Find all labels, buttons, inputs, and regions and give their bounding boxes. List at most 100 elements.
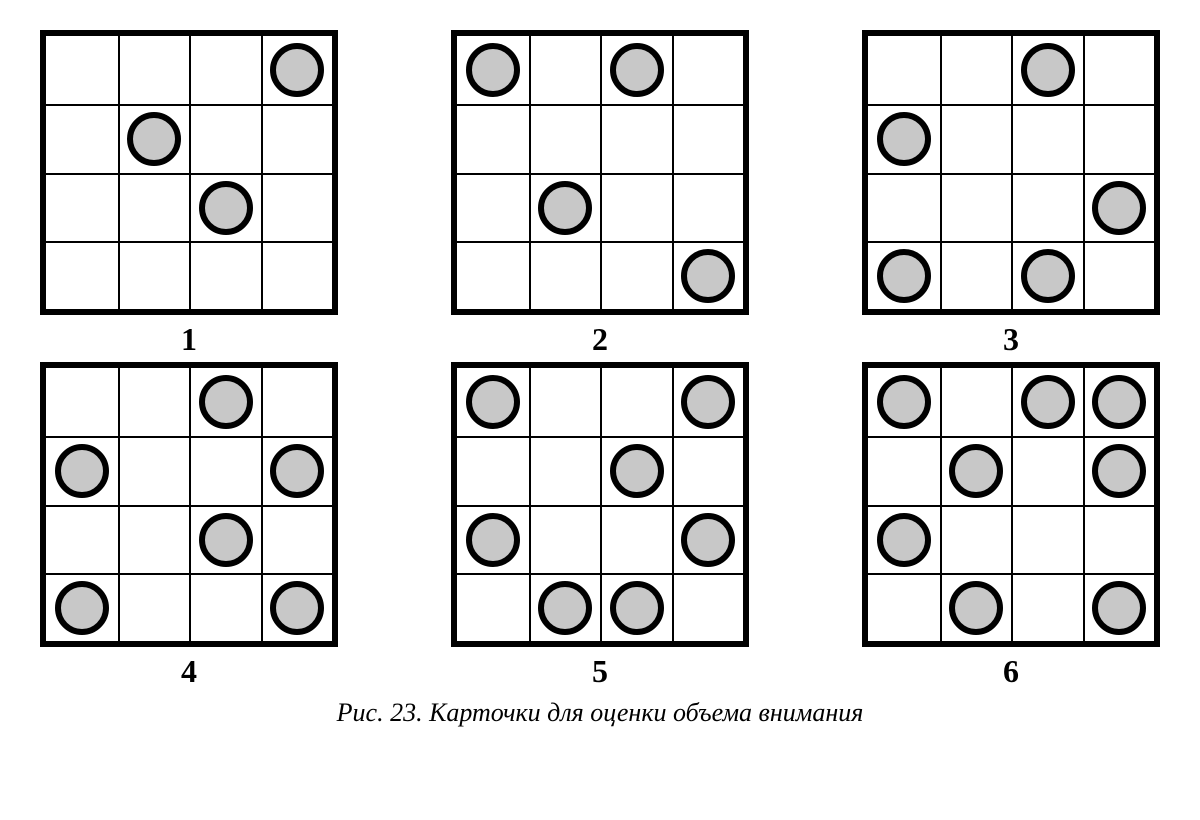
- grid-cell: [672, 505, 744, 573]
- grid-cell: [868, 36, 940, 104]
- grid-cell: [868, 173, 940, 241]
- grid-cell: [457, 573, 529, 641]
- grid-cell: [261, 436, 333, 504]
- dot-icon: [681, 375, 735, 429]
- grid-cell: [1083, 436, 1155, 504]
- card-5-label: 5: [592, 653, 608, 690]
- grid-cell: [672, 104, 744, 172]
- grid-cell: [529, 241, 601, 309]
- grid-cell: [600, 36, 672, 104]
- grid-cell: [46, 505, 118, 573]
- grid-cell: [118, 173, 190, 241]
- grid-cell: [261, 368, 333, 436]
- card-5-grid: [451, 362, 749, 647]
- grid-cell: [1083, 173, 1155, 241]
- grid-cell: [189, 368, 261, 436]
- grid-cell: [600, 104, 672, 172]
- dot-icon: [1021, 375, 1075, 429]
- grid-cell: [940, 573, 1012, 641]
- grid-cell: [600, 173, 672, 241]
- grid-cell: [46, 573, 118, 641]
- card-3-grid: [862, 30, 1160, 315]
- figure-container: 1 2 3 4 5 6 Рис. 23. Карточки для оценки…: [40, 30, 1160, 728]
- grid-cell: [189, 173, 261, 241]
- grid-cell: [940, 36, 1012, 104]
- dot-icon: [681, 249, 735, 303]
- grid-cell: [672, 573, 744, 641]
- card-2: 2: [451, 30, 749, 358]
- dot-icon: [1021, 43, 1075, 97]
- dot-icon: [949, 581, 1003, 635]
- grid-cell: [1083, 241, 1155, 309]
- grid-cell: [261, 241, 333, 309]
- card-4-label: 4: [181, 653, 197, 690]
- grid-cell: [118, 505, 190, 573]
- dot-icon: [1092, 181, 1146, 235]
- grid-cell: [868, 573, 940, 641]
- card-6: 6: [862, 362, 1160, 690]
- grid-cell: [1083, 573, 1155, 641]
- dot-icon: [1092, 581, 1146, 635]
- grid-cell: [529, 368, 601, 436]
- grid-cell: [529, 436, 601, 504]
- dot-icon: [610, 43, 664, 97]
- dot-icon: [877, 513, 931, 567]
- card-6-grid: [862, 362, 1160, 647]
- dot-icon: [877, 112, 931, 166]
- grid-cell: [457, 368, 529, 436]
- grid-cell: [529, 505, 601, 573]
- grid-cell: [189, 505, 261, 573]
- grid-cell: [940, 505, 1012, 573]
- grid-cell: [118, 573, 190, 641]
- dot-icon: [538, 181, 592, 235]
- grid-cell: [189, 573, 261, 641]
- grid-cell: [118, 36, 190, 104]
- dot-icon: [610, 444, 664, 498]
- dot-icon: [199, 181, 253, 235]
- grid-cell: [672, 36, 744, 104]
- dot-icon: [877, 375, 931, 429]
- grid-cell: [672, 368, 744, 436]
- dot-icon: [1092, 444, 1146, 498]
- grid-cell: [189, 104, 261, 172]
- dot-icon: [681, 513, 735, 567]
- grid-cell: [457, 241, 529, 309]
- grid-cell: [940, 368, 1012, 436]
- card-3-label: 3: [1003, 321, 1019, 358]
- grid-cell: [600, 505, 672, 573]
- grid-cell: [457, 36, 529, 104]
- grid-cell: [1011, 36, 1083, 104]
- grid-cell: [600, 573, 672, 641]
- grid-cell: [940, 241, 1012, 309]
- grid-cell: [118, 436, 190, 504]
- dot-icon: [1092, 375, 1146, 429]
- grid-cell: [600, 368, 672, 436]
- grid-cell: [940, 104, 1012, 172]
- grid-cell: [1011, 505, 1083, 573]
- grid-cell: [1083, 104, 1155, 172]
- grid-cell: [940, 436, 1012, 504]
- dot-icon: [466, 375, 520, 429]
- grid-cell: [189, 36, 261, 104]
- card-3: 3: [862, 30, 1160, 358]
- grid-cell: [46, 436, 118, 504]
- grid-cell: [46, 104, 118, 172]
- dot-icon: [1021, 249, 1075, 303]
- grid-cell: [868, 505, 940, 573]
- grid-cell: [672, 436, 744, 504]
- grid-cell: [1011, 573, 1083, 641]
- dot-icon: [127, 112, 181, 166]
- grid-cell: [118, 104, 190, 172]
- card-1-label: 1: [181, 321, 197, 358]
- dot-icon: [877, 249, 931, 303]
- dot-icon: [199, 375, 253, 429]
- grid-cell: [1011, 368, 1083, 436]
- grid-cell: [189, 241, 261, 309]
- grid-cell: [529, 36, 601, 104]
- grid-cell: [1011, 104, 1083, 172]
- grid-cell: [189, 436, 261, 504]
- grid-cell: [1011, 241, 1083, 309]
- grid-cell: [529, 573, 601, 641]
- grid-cell: [868, 104, 940, 172]
- card-2-label: 2: [592, 321, 608, 358]
